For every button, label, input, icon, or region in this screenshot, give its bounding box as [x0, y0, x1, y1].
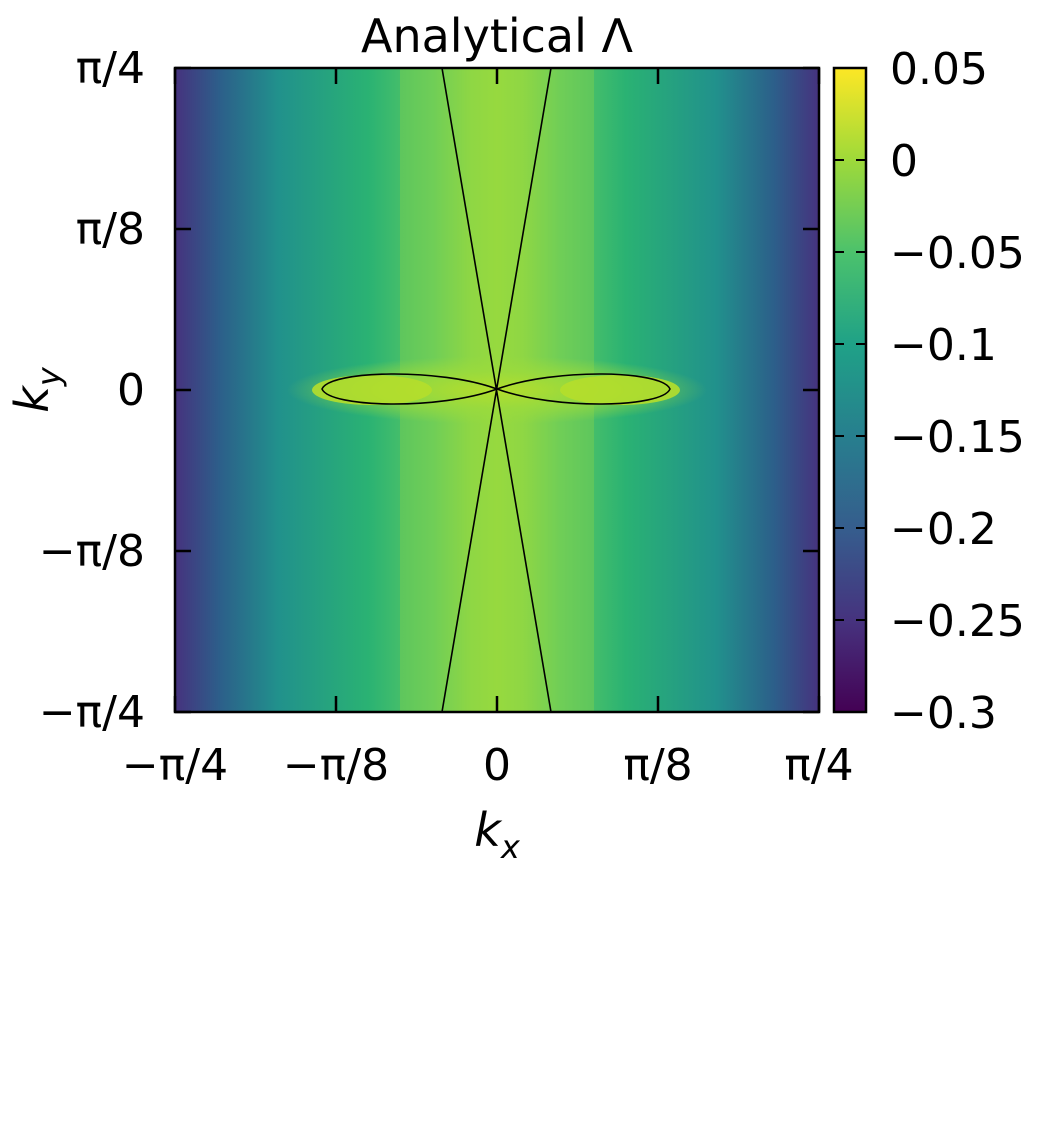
y-tick-label-2: 0	[117, 365, 145, 416]
cb-tick-label-6: −0.25	[890, 596, 1025, 647]
x-axis-label: kx	[474, 803, 521, 866]
x-tick-label-3: π/8	[623, 740, 692, 791]
cb-tick-label-7: −0.3	[890, 688, 997, 739]
heatmap-area	[175, 68, 819, 712]
x-tick-label-4: π/4	[784, 740, 853, 791]
chart-title: Analytical Λ	[361, 9, 634, 63]
cb-tick-label-1: 0	[890, 136, 918, 187]
x-axis-ticks: −π/4 −π/8 0 π/8 π/4	[122, 68, 854, 791]
y-axis-label: ky	[5, 366, 68, 413]
cb-tick-label-3: −0.1	[890, 320, 997, 371]
cb-tick-label-2: −0.05	[890, 228, 1025, 279]
x-tick-label-1: −π/8	[283, 740, 389, 791]
y-tick-label-0: π/4	[76, 43, 145, 94]
colorbar	[832, 66, 868, 714]
cb-tick-label-0: 0.05	[890, 44, 988, 95]
cb-tick-label-4: −0.15	[890, 412, 1025, 463]
y-tick-label-4: −π/4	[39, 687, 145, 738]
cb-tick-label-5: −0.2	[890, 504, 997, 555]
y-tick-label-1: π/8	[76, 204, 145, 255]
x-tick-label-2: 0	[483, 740, 511, 791]
colorbar-ticks: 0.05 0 −0.05 −0.1 −0.15 −0.2 −0.25 −0.3	[834, 44, 1025, 739]
x-tick-label-0: −π/4	[122, 740, 228, 791]
zero-contour-lobes	[321, 373, 671, 405]
y-tick-label-3: −π/8	[39, 526, 145, 577]
y-axis-ticks: π/4 π/8 0 −π/8 −π/4	[39, 43, 819, 738]
